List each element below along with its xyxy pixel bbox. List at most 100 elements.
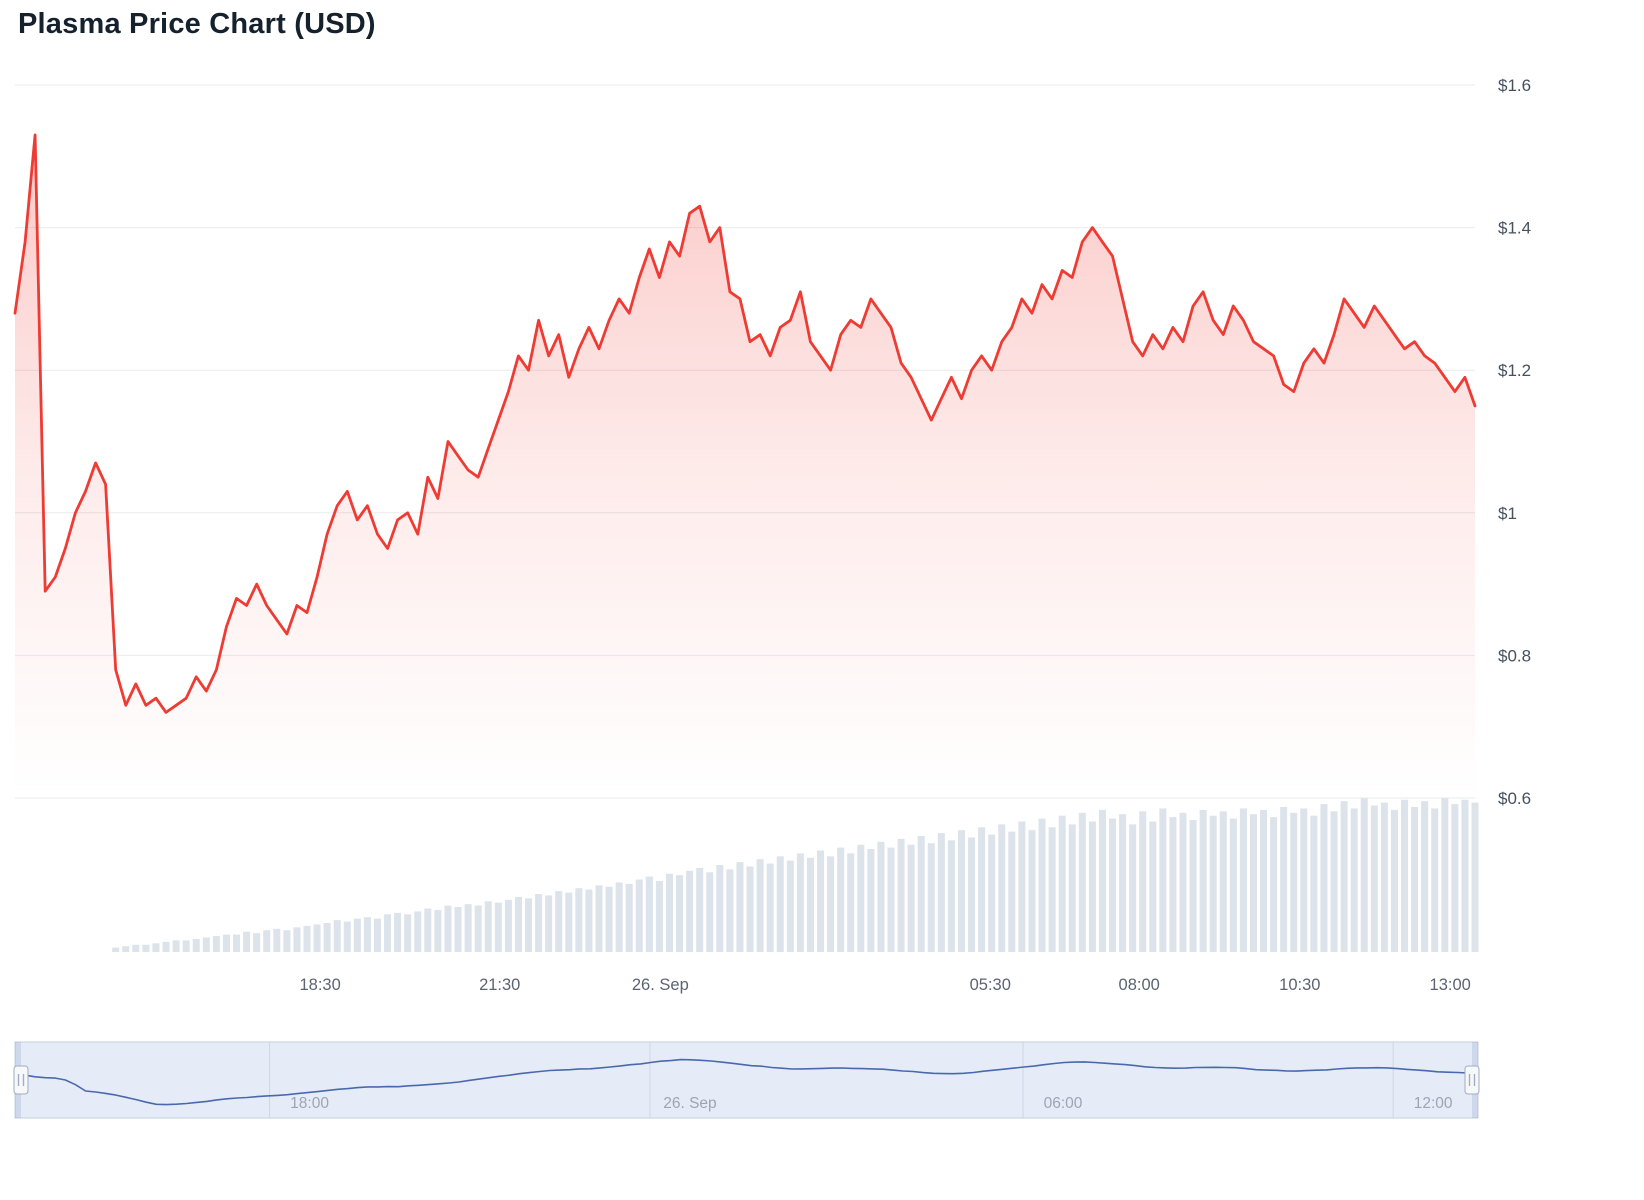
volume-bar: [172, 940, 180, 952]
volume-bar: [716, 865, 724, 952]
volume-bar: [1038, 818, 1046, 952]
navigator-handle-right[interactable]: [1464, 1065, 1480, 1095]
volume-bar: [776, 856, 784, 952]
volume-bar: [575, 888, 583, 952]
volume-bar: [1028, 830, 1036, 952]
volume-bar: [1018, 821, 1026, 952]
volume-bar: [454, 907, 462, 952]
volume-bar: [806, 857, 814, 952]
volume-bar: [706, 872, 714, 952]
volume-bar: [595, 885, 603, 952]
volume-bar: [494, 902, 502, 952]
volume-bar: [686, 870, 694, 952]
volume-bar: [192, 938, 200, 952]
volume-bar: [555, 891, 563, 952]
volume-bar: [545, 895, 553, 952]
volume-bar: [1360, 798, 1368, 952]
volume-bar: [1179, 812, 1187, 952]
volume-bar: [434, 909, 442, 952]
volume-bar: [585, 889, 593, 952]
volume-bar: [615, 882, 623, 952]
volume-bar: [857, 844, 865, 952]
volume-bar: [353, 918, 361, 952]
volume-bar: [212, 936, 220, 952]
volume-bar: [1078, 812, 1086, 952]
volume-panel: [112, 798, 1479, 952]
volume-bar: [635, 879, 643, 952]
volume-bar: [565, 892, 573, 952]
y-axis-label: $0.8: [1498, 646, 1531, 665]
volume-bar: [625, 883, 633, 952]
navigator-handle-left[interactable]: [13, 1065, 29, 1095]
navigator-axis-label: 26. Sep: [663, 1095, 716, 1112]
navigator-axis-label: 18:00: [290, 1095, 329, 1112]
volume-bar: [1390, 809, 1398, 952]
volume-bar: [1068, 824, 1076, 952]
volume-bar: [1209, 815, 1217, 952]
volume-bar: [665, 873, 673, 952]
volume-bar: [222, 934, 230, 952]
volume-bar: [655, 880, 663, 952]
volume-bar: [273, 928, 281, 952]
volume-bar: [303, 925, 311, 952]
volume-bar: [1411, 807, 1419, 952]
volume-bar: [333, 920, 341, 952]
volume-bar: [1380, 802, 1388, 952]
x-axis-label: 10:30: [1279, 976, 1320, 994]
volume-bar: [142, 944, 150, 952]
y-axis-label: $1.4: [1498, 219, 1531, 238]
volume-bar: [676, 875, 684, 952]
volume-bar: [1350, 808, 1358, 952]
navigator-track[interactable]: [15, 1042, 1478, 1118]
volume-bar: [937, 833, 945, 952]
volume-bar: [1310, 815, 1318, 952]
volume-bar: [233, 934, 241, 952]
volume-bar: [384, 914, 392, 952]
volume-bar: [786, 860, 794, 952]
volume-bar: [1048, 827, 1056, 952]
volume-bar: [726, 869, 734, 952]
volume-bar: [917, 836, 925, 952]
volume-bar: [1441, 798, 1449, 952]
y-axis-label: $1.2: [1498, 361, 1531, 380]
navigator[interactable]: 18:00 26. Sep 06:00 12:00: [13, 1041, 1480, 1119]
price-area-fill: [15, 134, 1475, 798]
plot-area[interactable]: [15, 85, 1475, 952]
x-axis-label: 21:30: [479, 976, 520, 994]
volume-bar: [1229, 818, 1237, 952]
volume-bar: [122, 946, 130, 952]
volume-bar: [182, 940, 190, 952]
volume-bar: [605, 886, 613, 952]
volume-bar: [1008, 831, 1016, 952]
volume-bar: [1119, 814, 1127, 952]
volume-bar: [464, 904, 472, 952]
volume-bar: [363, 917, 371, 952]
x-axis-label: 26. Sep: [632, 976, 689, 994]
volume-bar: [525, 898, 533, 952]
volume-bar: [404, 914, 412, 952]
volume-bar: [1280, 807, 1288, 952]
volume-bar: [907, 844, 915, 952]
volume-bar: [1219, 811, 1227, 952]
volume-bar: [484, 901, 492, 952]
price-line-series: [13, 133, 1477, 714]
volume-bar: [504, 899, 512, 952]
volume-bar: [927, 843, 935, 952]
volume-bar: [323, 923, 331, 952]
volume-bar: [817, 850, 825, 952]
y-axis-label: $1: [1498, 504, 1517, 523]
volume-bar: [263, 930, 271, 952]
volume-bar: [1249, 814, 1257, 952]
volume-bar: [1058, 815, 1066, 952]
x-axis-label: 08:00: [1119, 976, 1160, 994]
volume-bar: [837, 847, 845, 952]
volume-bar: [414, 911, 422, 952]
volume-bar: [253, 933, 261, 952]
x-axis-label: 05:30: [970, 976, 1011, 994]
navigator-axis-label: 06:00: [1044, 1095, 1083, 1112]
volume-bar: [1270, 817, 1278, 952]
volume-bar: [1431, 808, 1439, 952]
volume-bar: [1451, 804, 1459, 952]
